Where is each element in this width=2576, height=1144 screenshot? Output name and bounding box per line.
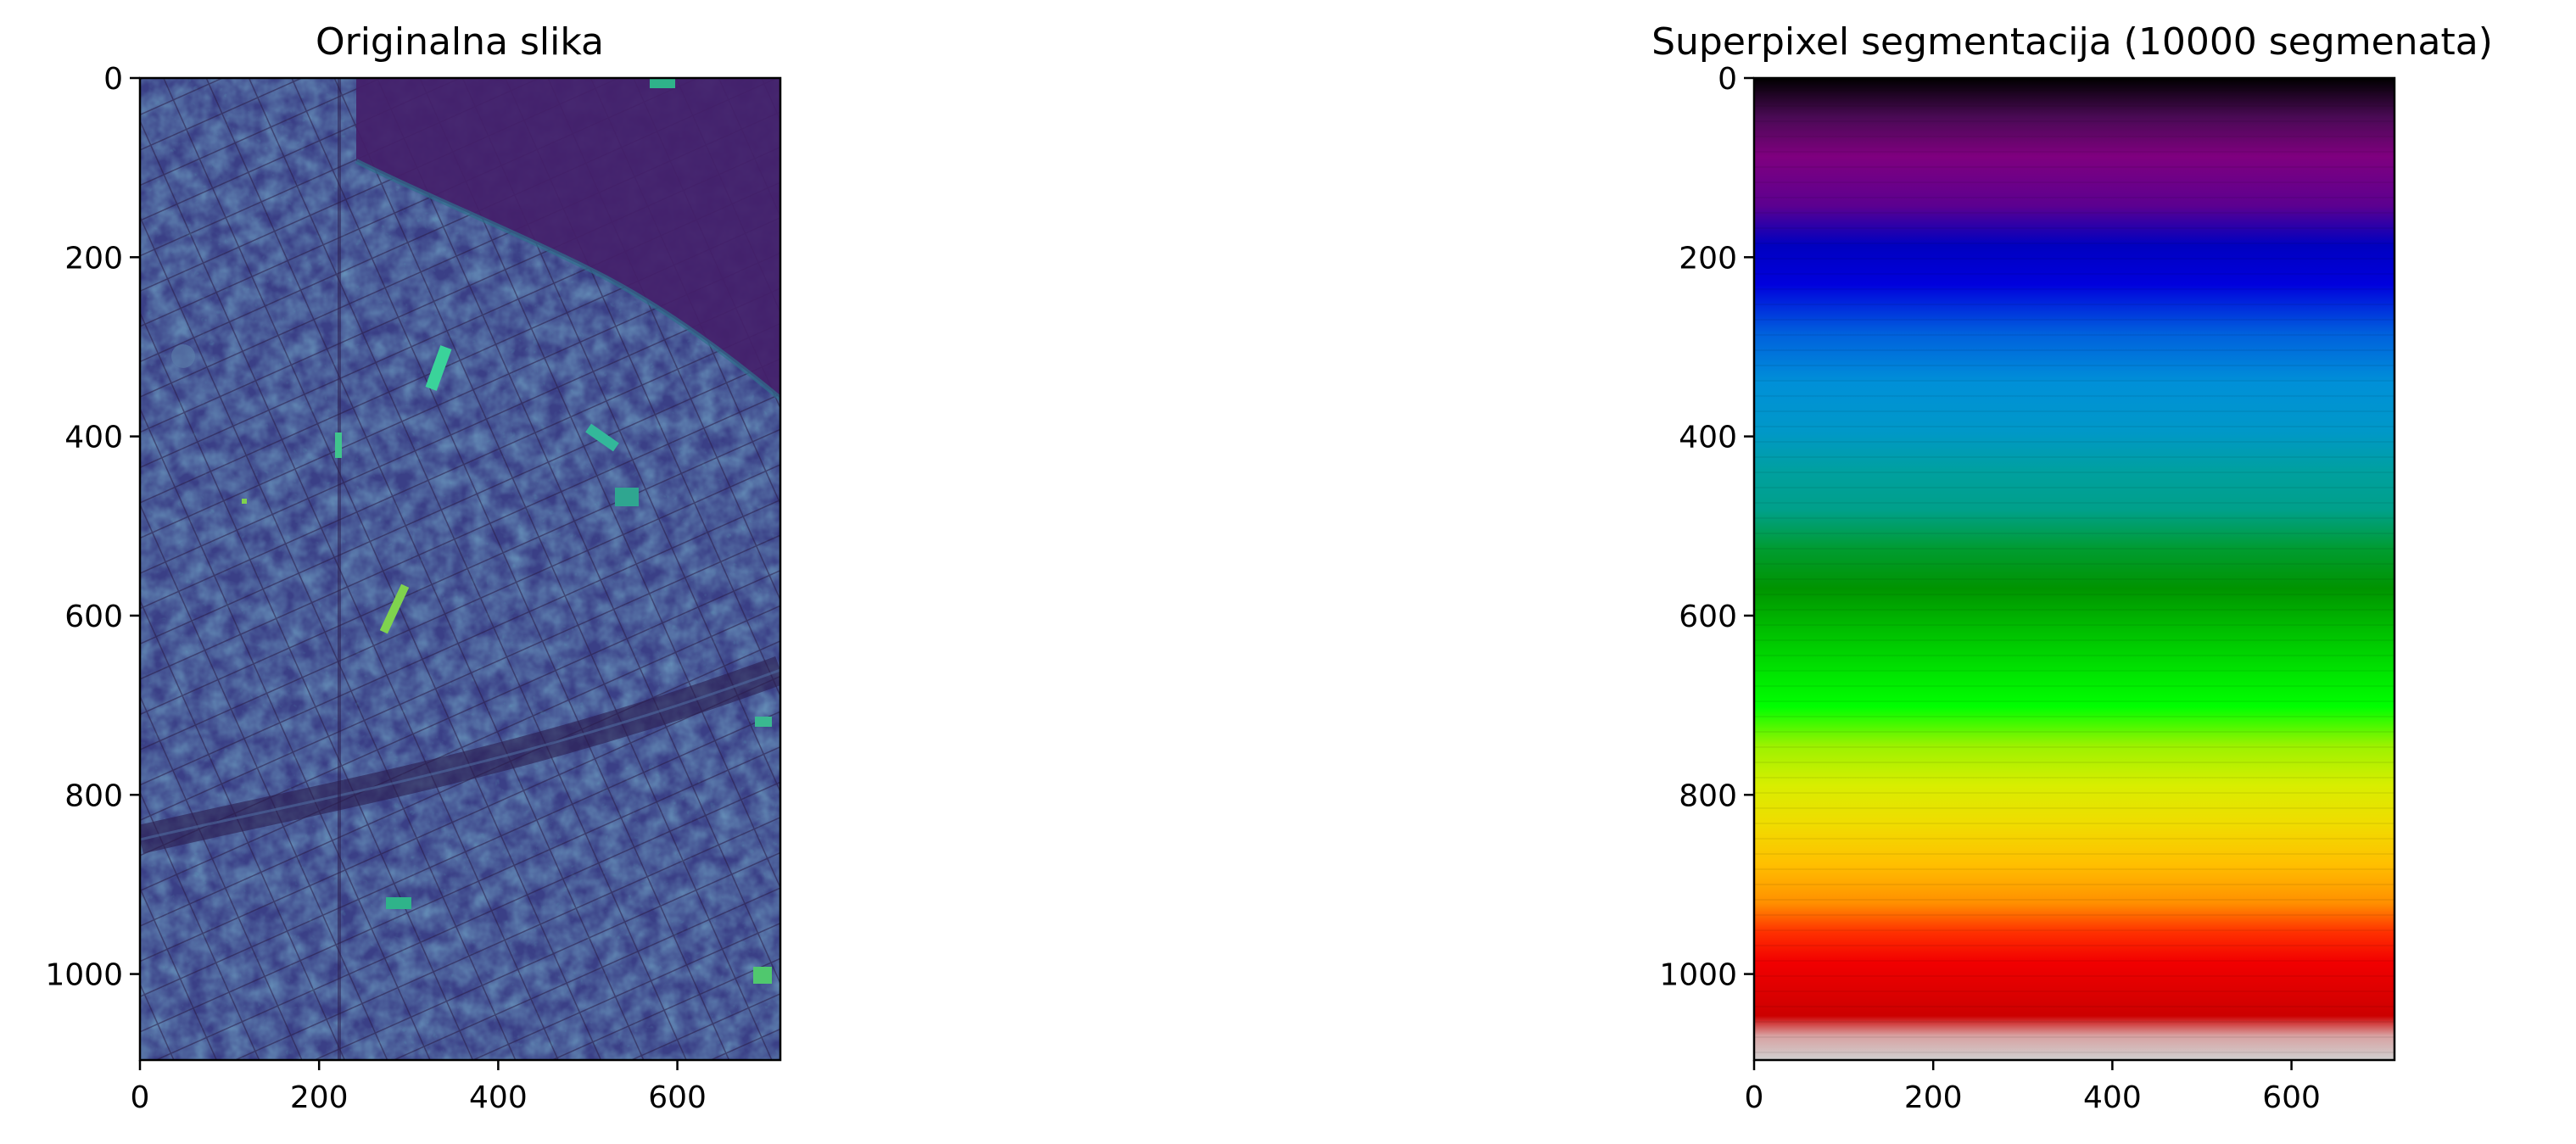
y-tick-label: 600 — [64, 600, 123, 634]
x-tick-label: 0 — [1745, 1080, 1764, 1115]
satellite-image — [140, 78, 780, 1060]
y-tick-label: 600 — [1679, 600, 1737, 634]
x-axis: 0 200 400 600 — [1745, 1060, 2321, 1115]
y-tick-label: 0 — [103, 62, 123, 97]
y-axis: 0 200 400 600 800 1000 — [1659, 62, 1754, 993]
axes-frame — [138, 76, 782, 1062]
x-tick-label: 0 — [131, 1080, 150, 1115]
y-axis: 0 200 400 600 800 1000 — [45, 62, 140, 993]
y-tick-label: 400 — [1679, 421, 1737, 455]
y-tick-label: 400 — [64, 421, 123, 455]
chart-title: Superpixel segmentacija (10000 segmenata… — [1651, 20, 2493, 64]
y-tick-label: 200 — [64, 241, 123, 276]
y-tick-label: 800 — [64, 778, 123, 813]
y-tick-label: 1000 — [45, 958, 123, 993]
x-tick-label: 200 — [1904, 1080, 1963, 1115]
y-tick-label: 0 — [1718, 62, 1737, 97]
x-axis: 0 200 400 600 — [131, 1060, 707, 1115]
y-tick-label: 1000 — [1659, 958, 1737, 993]
x-tick-label: 400 — [469, 1080, 528, 1115]
image-panel-superpixel: Superpixel segmentacija (10000 segmenata… — [1651, 20, 2493, 1115]
x-tick-label: 400 — [2083, 1080, 2142, 1115]
image-panel-original: Originalna slika — [45, 20, 782, 1115]
segmentation-image — [1754, 78, 2394, 1060]
x-tick-label: 600 — [648, 1080, 707, 1115]
chart-title: Originalna slika — [316, 20, 604, 64]
x-tick-label: 200 — [290, 1080, 349, 1115]
x-tick-label: 600 — [2262, 1080, 2321, 1115]
axes-frame — [1752, 76, 2396, 1062]
y-tick-label: 200 — [1679, 241, 1737, 276]
y-tick-label: 800 — [1679, 778, 1737, 813]
